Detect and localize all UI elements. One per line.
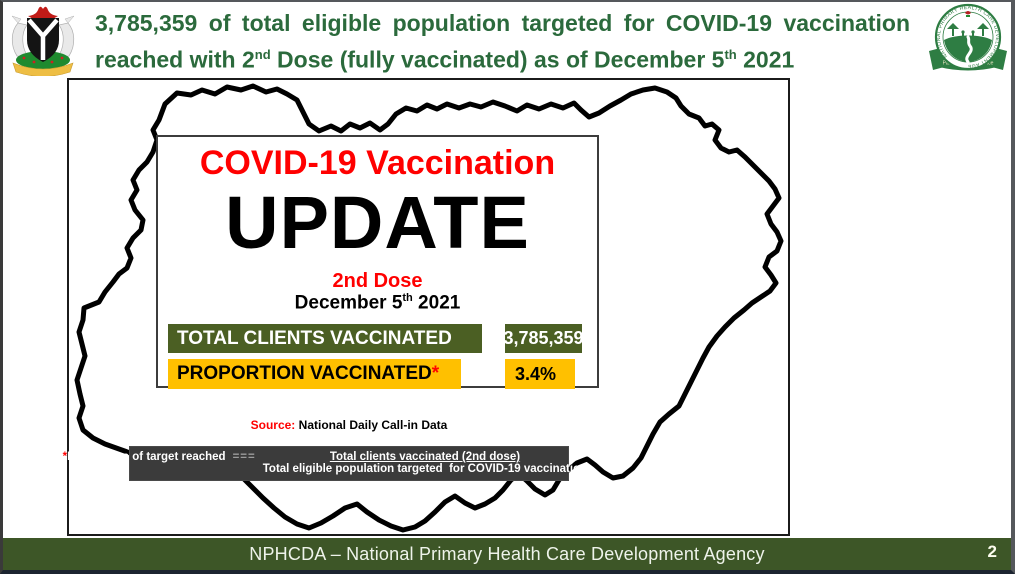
page-number: 2 [987, 542, 997, 561]
proportion-value: 3.4% [505, 359, 575, 389]
formula-fraction: Total clients vaccinated (2nd dose) Total… [263, 451, 587, 475]
header-line1: 3,785,359 of total eligible population t… [95, 10, 910, 36]
header-line2: reached with 2nd Dose (fully vaccinated)… [95, 46, 795, 73]
total-clients-label: TOTAL CLIENTS VACCINATED [168, 324, 482, 353]
update-panel: COVID-19 Vaccination UPDATE 2nd Dose Dec… [156, 135, 599, 389]
source-text: National Daily Call-in Data [295, 418, 448, 432]
formula-asterisk: * [62, 451, 68, 463]
formula-numerator: Total clients vaccinated (2nd dose) [329, 451, 521, 463]
nphcda-logo-icon: Partnership for Service NATIONAL PRIMARY… [925, 3, 1007, 71]
formula-denominator: Total eligible population targeted for C… [262, 463, 588, 475]
content-box: COVID-19 Vaccination UPDATE 2nd Dose Dec… [63, 78, 790, 536]
formula-box: * Percentage of target reached === Total cl… [63, 446, 635, 481]
footer-bar: NPHCDA – National Primary Health Care De… [3, 538, 1011, 570]
footnote-asterisk: * [431, 363, 440, 384]
total-clients-value: 3,785,359 [503, 324, 584, 353]
formula-lead: Percentage of target reached [67, 451, 226, 463]
proportion-label: PROPORTION VACCINATED * [168, 359, 461, 389]
footer-title: NPHCDA – National Primary Health Care De… [249, 543, 765, 564]
update-heading: UPDATE [225, 181, 530, 264]
panel-title: COVID-19 Vaccination [199, 144, 556, 182]
page-title: 3,785,359 of total eligible population t… [95, 8, 910, 76]
nigeria-map-outline [74, 83, 784, 533]
dose-label: 2nd Dose [332, 270, 423, 292]
source-line: Source: National Daily Call-in Data [189, 418, 509, 432]
report-date: December 5th 2021 [294, 292, 461, 314]
nigeria-coat-of-arms-icon [11, 6, 75, 76]
formula-multiplier: X 100% [595, 451, 636, 463]
formula-equals: === [232, 451, 256, 463]
source-label: Source: [250, 418, 296, 432]
